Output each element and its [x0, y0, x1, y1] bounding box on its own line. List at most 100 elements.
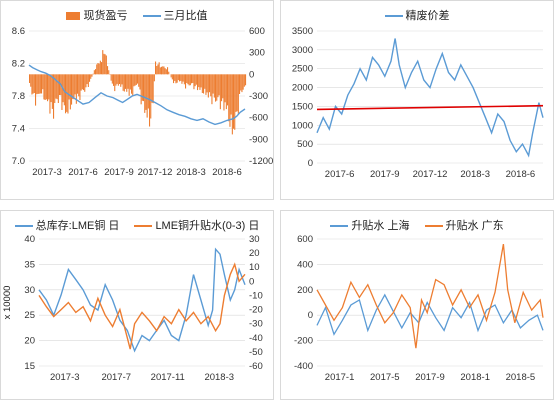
bar — [87, 74, 88, 84]
bar — [207, 74, 208, 92]
x-tick-label: 2017-9 — [415, 372, 445, 383]
bar — [42, 74, 43, 89]
bar — [83, 74, 84, 90]
bar — [33, 74, 34, 93]
bar — [79, 74, 80, 100]
bar — [108, 70, 109, 74]
bar — [34, 74, 35, 93]
bar — [220, 74, 221, 109]
x-tick-label: 2017-12 — [413, 169, 448, 180]
bar — [241, 74, 242, 92]
bar — [238, 74, 239, 114]
bar — [198, 74, 199, 87]
bar — [190, 74, 191, 85]
y-tick-label: 1000 — [292, 120, 313, 131]
bar — [223, 74, 224, 110]
bar — [191, 74, 192, 83]
bar — [154, 74, 155, 81]
bar — [150, 74, 151, 118]
bar — [45, 74, 46, 100]
bar — [239, 74, 240, 94]
bar — [197, 74, 198, 90]
bar — [209, 74, 210, 92]
bar — [245, 74, 246, 85]
bar — [47, 74, 48, 101]
y2-tick-label: -300 — [249, 91, 268, 102]
bar — [178, 74, 179, 80]
y-tick-label: 15 — [24, 361, 35, 372]
bar — [70, 74, 71, 109]
x-tick-label: 2017-3 — [50, 372, 80, 383]
bar — [82, 74, 83, 89]
bar — [133, 74, 134, 86]
bar-series — [29, 50, 246, 134]
bar — [184, 74, 185, 84]
bar — [65, 74, 66, 113]
bar — [174, 74, 175, 81]
bar — [187, 74, 188, 84]
bar — [112, 74, 113, 83]
bar — [103, 54, 104, 75]
bar — [30, 74, 31, 86]
line-series-guangdong — [317, 244, 543, 348]
x-tick-label: 2018-3 — [460, 169, 490, 180]
bar — [121, 74, 122, 84]
bar — [96, 64, 97, 74]
bar — [89, 74, 90, 82]
bar — [127, 74, 128, 89]
x-tick-label: 2018-6 — [212, 167, 242, 178]
bar — [97, 63, 98, 74]
y-tick-label: 200 — [297, 285, 313, 296]
bar — [53, 74, 54, 118]
bar — [244, 74, 245, 86]
bar — [126, 74, 127, 92]
bar — [185, 74, 186, 88]
bar — [43, 74, 44, 99]
bar — [36, 74, 37, 94]
bar — [84, 74, 85, 92]
x-tick-label: 2017-6 — [68, 167, 98, 178]
bar — [195, 74, 196, 86]
y2-tick-label: 30 — [249, 234, 260, 245]
bar — [88, 74, 89, 87]
bar — [215, 74, 216, 101]
bar — [136, 74, 137, 85]
bar — [192, 74, 193, 83]
bar — [231, 74, 232, 114]
bar — [168, 72, 169, 75]
bar — [177, 74, 178, 82]
y-tick-label: 35 — [24, 259, 35, 270]
bar — [165, 68, 166, 74]
bar — [75, 74, 76, 94]
y2-tick-label: 0 — [249, 276, 254, 287]
bar — [222, 74, 223, 98]
bar — [78, 74, 79, 96]
bar — [147, 74, 148, 117]
bar — [102, 50, 103, 74]
bar — [153, 74, 154, 103]
y-tick-label: 0 — [308, 310, 313, 321]
bar — [130, 74, 131, 89]
bar — [186, 74, 187, 83]
bar — [132, 74, 133, 96]
x-tick-label: 2018-1 — [460, 372, 490, 383]
x-tick-label: 2018-3 — [176, 167, 206, 178]
x-tick-label: 2018-5 — [506, 372, 536, 383]
y2-tick-label: -30 — [249, 319, 263, 330]
bar — [156, 66, 157, 74]
bar — [175, 74, 176, 83]
bar — [41, 74, 42, 93]
bar — [232, 74, 233, 134]
y-tick-label: 0 — [308, 158, 313, 169]
bar — [166, 69, 167, 74]
bar — [118, 74, 119, 85]
y-tick-label: 40 — [24, 234, 35, 245]
bar — [139, 74, 140, 89]
bar — [237, 74, 238, 111]
bar — [201, 74, 202, 87]
